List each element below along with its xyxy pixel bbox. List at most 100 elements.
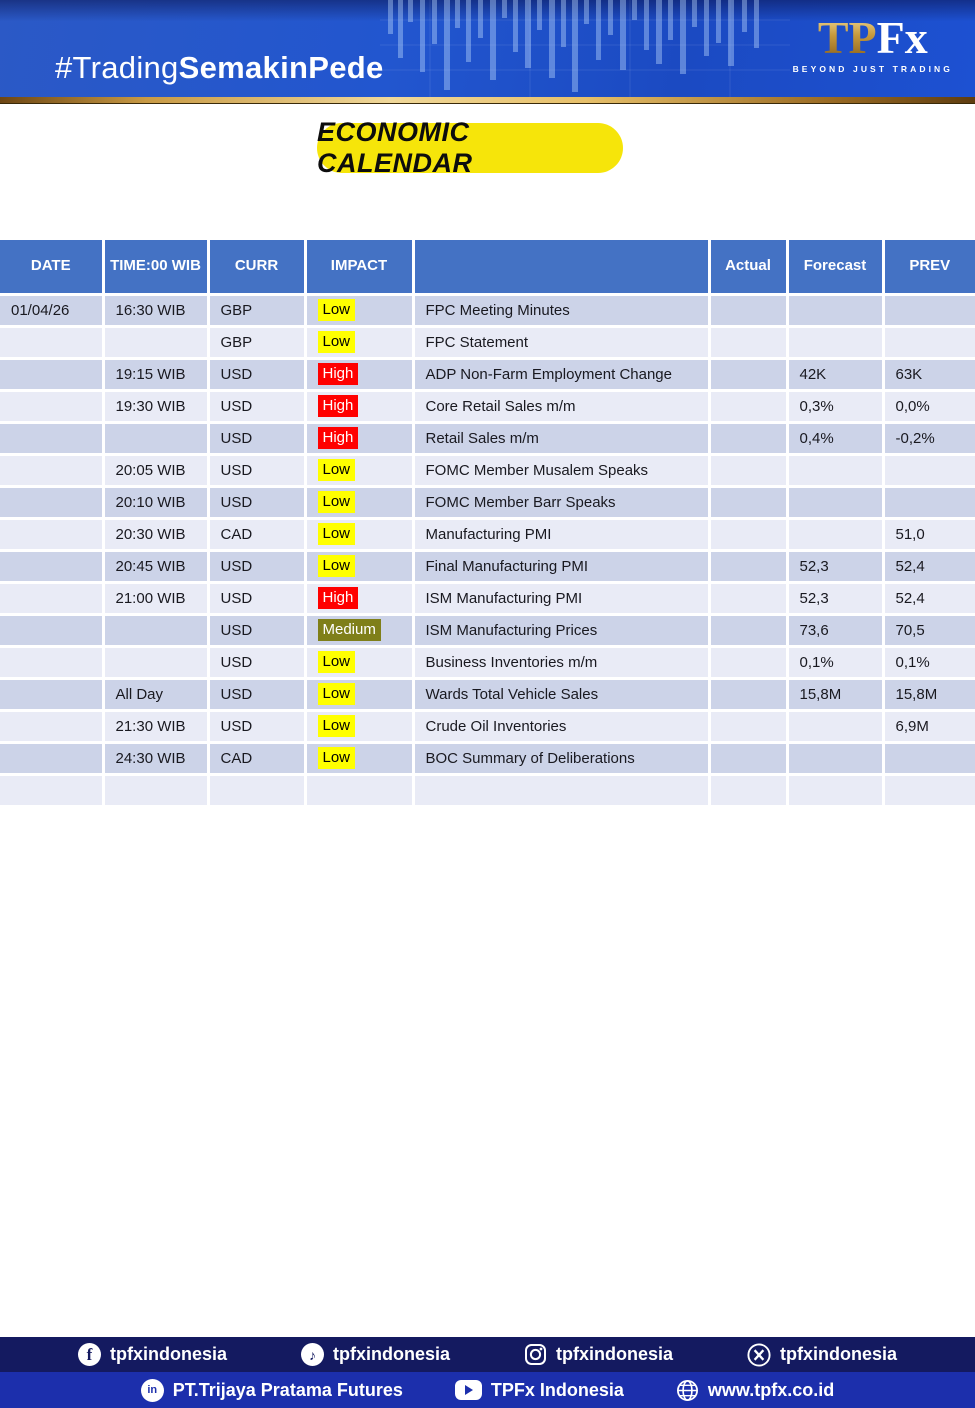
- cell-prev: 51,0: [881, 516, 975, 552]
- cell-prev: 0,0%: [881, 388, 975, 424]
- cell-event: BOC Summary of Deliberations: [411, 740, 711, 776]
- cell-impact: High: [303, 420, 415, 456]
- cell-prev: [881, 324, 975, 360]
- table-row: USD High Retail Sales m/m 0,4% -0,2%: [0, 420, 975, 456]
- col-header-forecast: Forecast: [785, 240, 885, 296]
- cell-prev: 6,9M: [881, 708, 975, 744]
- table-row: 20:10 WIB USD Low FOMC Member Barr Speaks: [0, 484, 975, 520]
- impact-badge: Low: [317, 330, 356, 354]
- cell-forecast: 0,1%: [785, 644, 885, 680]
- impact-badge: Medium: [317, 618, 381, 642]
- instagram-icon: [525, 1344, 546, 1365]
- cell-date: [0, 516, 105, 552]
- cell-impact: Low: [303, 644, 415, 680]
- cell-impact: High: [303, 388, 415, 424]
- impact-badge: High: [317, 394, 359, 418]
- impact-badge: Low: [317, 746, 356, 770]
- social-facebook[interactable]: f tpfxindonesia: [77, 1343, 227, 1366]
- cell-date: [0, 420, 105, 456]
- cell-impact: Low: [303, 452, 415, 488]
- social-linkedin[interactable]: in PT.Trijaya Pratama Futures: [140, 1378, 403, 1402]
- cell-curr: CAD: [206, 740, 307, 776]
- cell-event: FOMC Member Barr Speaks: [411, 484, 711, 520]
- x-icon: [747, 1342, 771, 1367]
- cell-curr: USD: [206, 452, 307, 488]
- cell-date: [0, 452, 105, 488]
- cell-prev: 15,8M: [881, 676, 975, 712]
- cell-event: [411, 772, 711, 808]
- cell-event: ADP Non-Farm Employment Change: [411, 356, 711, 392]
- cell-forecast: 52,3: [785, 580, 885, 616]
- cell-time: 24:30 WIB: [101, 740, 210, 776]
- cell-time: 19:30 WIB: [101, 388, 210, 424]
- cell-date: [0, 740, 105, 776]
- table-row: 20:30 WIB CAD Low Manufacturing PMI 51,0: [0, 516, 975, 552]
- social-instagram[interactable]: tpfxindonesia: [524, 1343, 673, 1366]
- cell-prev: 70,5: [881, 612, 975, 648]
- cell-time: 19:15 WIB: [101, 356, 210, 392]
- cell-prev: 0,1%: [881, 644, 975, 680]
- social-youtube[interactable]: TPFx Indonesia: [454, 1379, 624, 1401]
- cell-actual: [707, 292, 789, 328]
- calendar-table-body: 01/04/26 16:30 WIB GBP Low FPC Meeting Minut…: [0, 292, 975, 808]
- cell-actual: [707, 388, 789, 424]
- col-header-event: [411, 240, 711, 296]
- footer-company-row: in PT.Trijaya Pratama Futures TPFx Indon…: [0, 1372, 975, 1408]
- cell-time: [101, 324, 210, 360]
- impact-badge: Low: [317, 490, 356, 514]
- cell-date: [0, 708, 105, 744]
- col-header-time: TIME:00 WIB: [101, 240, 210, 296]
- cell-time: [101, 772, 210, 808]
- cell-curr: USD: [206, 580, 307, 616]
- cell-curr: USD: [206, 388, 307, 424]
- impact-badge: Low: [317, 650, 356, 674]
- social-tiktok[interactable]: ♪ tpfxindonesia: [300, 1343, 450, 1366]
- cell-time: 20:45 WIB: [101, 548, 210, 584]
- tpfx-logo-wordmark: TPFx: [793, 14, 953, 62]
- cell-date: 01/04/26: [0, 292, 105, 328]
- impact-badge: Low: [317, 714, 356, 738]
- cell-curr: GBP: [206, 292, 307, 328]
- cell-event: ISM Manufacturing PMI: [411, 580, 711, 616]
- social-handle: tpfxindonesia: [780, 1344, 898, 1364]
- linkedin-icon: in: [140, 1378, 164, 1402]
- table-row: GBP Low FPC Statement: [0, 324, 975, 360]
- cell-prev: 52,4: [881, 548, 975, 584]
- cell-event: FOMC Member Musalem Speaks: [411, 452, 711, 488]
- table-header-row: DATE TIME:00 WIB CURR IMPACT Actual Fore…: [0, 240, 975, 296]
- cell-time: 20:30 WIB: [101, 516, 210, 552]
- cell-time: 20:10 WIB: [101, 484, 210, 520]
- cell-time: 16:30 WIB: [101, 292, 210, 328]
- table-row: 01/04/26 16:30 WIB GBP Low FPC Meeting Minut…: [0, 292, 975, 328]
- cell-forecast: 52,3: [785, 548, 885, 584]
- cell-curr: USD: [206, 548, 307, 584]
- table-row: 19:30 WIB USD High Core Retail Sales m/m 0,3…: [0, 388, 975, 424]
- table-row: 21:00 WIB USD High ISM Manufacturing PMI 52,…: [0, 580, 975, 616]
- cell-actual: [707, 612, 789, 648]
- cell-event: Retail Sales m/m: [411, 420, 711, 456]
- cell-forecast: 42K: [785, 356, 885, 392]
- cell-curr: USD: [206, 420, 307, 456]
- impact-badge: High: [317, 426, 359, 450]
- youtube-icon: [454, 1380, 482, 1400]
- cell-curr: GBP: [206, 324, 307, 360]
- cell-impact: Low: [303, 324, 415, 360]
- company-name: PT.Trijaya Pratama Futures: [172, 1379, 403, 1400]
- cell-actual: [707, 708, 789, 744]
- facebook-icon: f: [77, 1343, 101, 1366]
- cell-time: 20:05 WIB: [101, 452, 210, 488]
- cell-time: 21:00 WIB: [101, 580, 210, 616]
- cell-actual: [707, 484, 789, 520]
- cell-impact: High: [303, 356, 415, 392]
- cell-curr: USD: [206, 612, 307, 648]
- website-link[interactable]: www.tpfx.co.id: [676, 1379, 834, 1402]
- trading-chart-decoration: [380, 0, 790, 97]
- cell-actual: [707, 548, 789, 584]
- campaign-hashtag: #TradingSemakinPede: [55, 50, 384, 86]
- youtube-channel: TPFx Indonesia: [490, 1379, 624, 1400]
- cell-actual: [707, 644, 789, 680]
- cell-curr: CAD: [206, 516, 307, 552]
- cell-impact: Low: [303, 676, 415, 712]
- social-x[interactable]: tpfxindonesia: [747, 1342, 898, 1367]
- page-title: ECONOMIC CALENDAR: [317, 117, 623, 178]
